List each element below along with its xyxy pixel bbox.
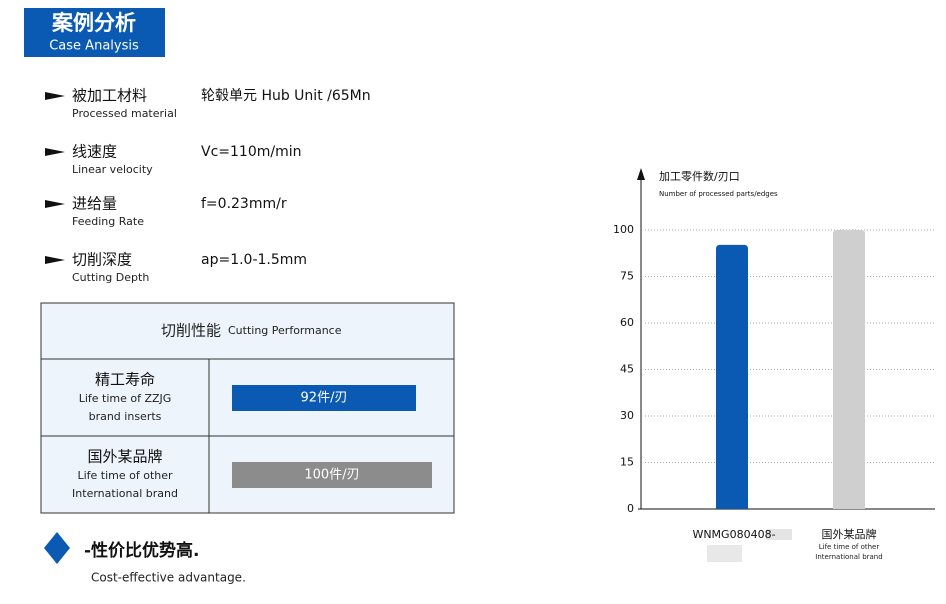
y-tick-label: 100 <box>613 223 634 236</box>
param-label-en: Processed material <box>72 107 177 120</box>
bar <box>833 230 865 509</box>
table-bar-label: 100件/刃 <box>304 468 359 483</box>
y-axis-arrow <box>637 168 645 180</box>
footer-subtitle: Cost-effective advantage. <box>91 571 246 585</box>
row-desc: Life time of ZZJG <box>79 392 172 405</box>
param-label: 被加工材料 <box>72 87 147 105</box>
row-name: 精工寿命 <box>95 371 155 389</box>
param-label-en: Feeding Rate <box>72 215 144 228</box>
param-value: f=0.23mm/r <box>201 196 287 212</box>
header-subtitle: Case Analysis <box>49 39 139 54</box>
x-tick-label: 国外某品牌 <box>822 527 877 541</box>
bullet-arrow <box>45 200 65 208</box>
row-desc: brand inserts <box>89 410 162 423</box>
y-tick-label: 75 <box>620 270 634 283</box>
y-axis-title: 加工零件数/刃口 <box>659 170 740 183</box>
y-tick-label: 45 <box>620 363 634 376</box>
param-label: 切削深度 <box>72 251 132 269</box>
x-tick-note: Life time of other <box>819 543 880 551</box>
param-label-en: Cutting Depth <box>72 271 149 284</box>
diamond-icon <box>44 532 70 564</box>
y-tick-label: 15 <box>620 456 634 469</box>
blur-patch <box>707 545 742 562</box>
footer-title: -性价比优势高. <box>84 540 200 561</box>
param-value: 轮毂单元 Hub Unit /65Mn <box>201 88 371 104</box>
table-title-en: Cutting Performance <box>228 324 342 337</box>
row-desc: Life time of other <box>77 469 173 482</box>
y-tick-label: 0 <box>627 502 634 515</box>
param-label: 进给量 <box>72 195 117 213</box>
y-tick-label: 30 <box>620 409 634 422</box>
row-name: 国外某品牌 <box>87 448 162 466</box>
header-box <box>24 8 165 57</box>
x-tick-label: WNMG080408- <box>692 528 775 541</box>
y-tick-label: 60 <box>620 316 634 329</box>
y-axis-subtitle: Number of processed parts/edges <box>659 190 778 198</box>
blur-patch <box>766 529 792 540</box>
param-value: Vc=110m/min <box>201 144 301 160</box>
bullet-arrow <box>45 256 65 264</box>
table-bar <box>232 462 432 488</box>
param-value: ap=1.0-1.5mm <box>201 252 307 268</box>
bar <box>716 244 748 509</box>
table-bar-label: 92件/刃 <box>301 391 348 406</box>
bullet-arrow <box>45 148 65 156</box>
header-title: 案例分析 <box>51 11 136 35</box>
bullet-arrow <box>45 92 65 100</box>
param-label-en: Linear velocity <box>72 163 153 176</box>
row-desc: International brand <box>72 487 178 500</box>
param-label: 线速度 <box>72 143 117 161</box>
x-tick-note: International brand <box>815 553 882 561</box>
table-title: 切削性能 <box>161 322 221 340</box>
table-bar <box>232 385 416 411</box>
